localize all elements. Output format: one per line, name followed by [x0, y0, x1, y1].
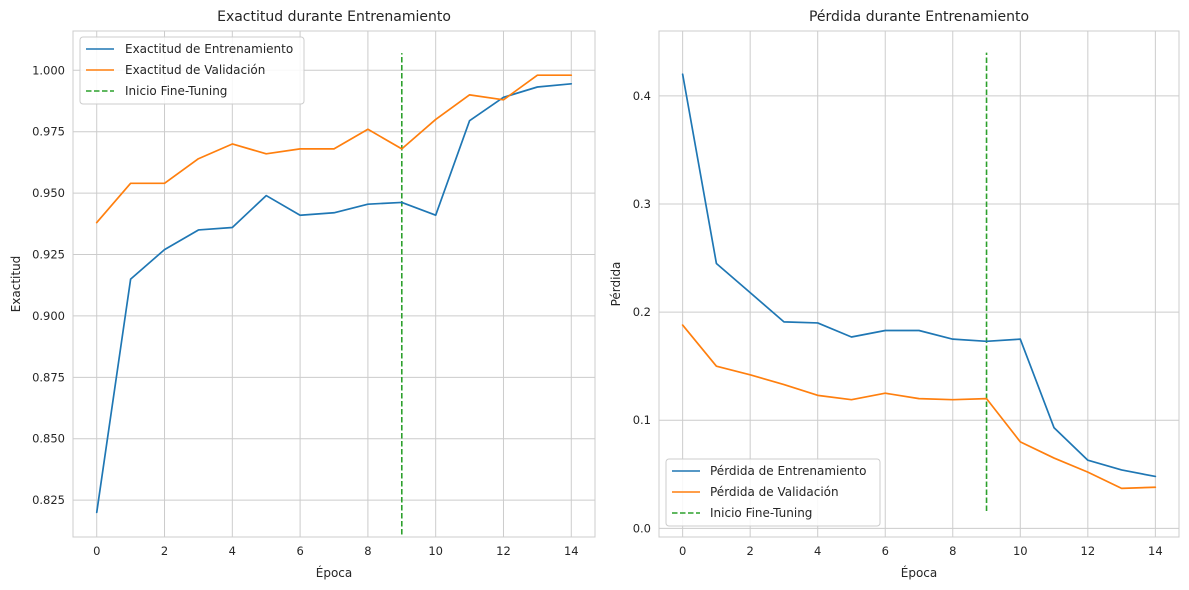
loss-x-tick-label: 12 — [1081, 544, 1096, 558]
loss-chart-title: Pérdida durante Entrenamiento — [809, 9, 1029, 25]
loss-y-tick-label: 0.0 — [633, 521, 651, 535]
accuracy-x-tick-label: 12 — [496, 544, 511, 558]
accuracy-legend-finetune-label: Inicio Fine-Tuning — [125, 84, 227, 98]
accuracy-legend: Exactitud de Entrenamiento Exactitud de … — [79, 36, 305, 105]
accuracy-grid — [73, 31, 595, 537]
loss-x-tick-label: 0 — [679, 544, 686, 558]
loss-y-tick-label: 0.1 — [633, 413, 651, 427]
loss-validation-line — [681, 324, 1157, 490]
loss-x-tick-label: 2 — [747, 544, 754, 558]
loss-x-tick-label: 14 — [1148, 544, 1163, 558]
accuracy-x-tick-label: 4 — [229, 544, 236, 558]
loss-x-tick-label: 6 — [882, 544, 889, 558]
loss-x-tick-label: 8 — [949, 544, 956, 558]
loss-y-tick-label: 0.4 — [633, 89, 651, 103]
loss-x-axis-label: Época — [901, 565, 938, 580]
accuracy-y-tick-label: 1.000 — [32, 63, 65, 77]
accuracy-x-tick-label: 14 — [564, 544, 579, 558]
accuracy-y-axis-label: Exactitud — [9, 256, 23, 313]
accuracy-legend-train-label: Exactitud de Entrenamiento — [125, 42, 293, 56]
accuracy-y-tick-label: 0.950 — [32, 186, 65, 200]
accuracy-x-tick-label: 2 — [161, 544, 168, 558]
loss-training-line — [681, 73, 1157, 478]
accuracy-legend-box — [79, 36, 305, 105]
accuracy-validation-line — [95, 74, 573, 224]
loss-x-tick-labels: 0 2 4 6 8 10 12 14 — [679, 544, 1163, 558]
loss-plot-area — [658, 30, 1180, 538]
loss-legend: Pérdida de Entrenamiento Pérdida de Vali… — [665, 458, 881, 527]
loss-y-tick-label: 0.2 — [633, 305, 651, 319]
accuracy-chart: 0 2 4 6 8 10 12 14 0.825 0.850 0.875 0.900 0.925 0.9… — [9, 9, 596, 580]
accuracy-x-tick-label: 0 — [93, 544, 100, 558]
loss-chart: 0 2 4 6 8 10 12 14 0.0 0.1 0.2 0.3 0.4 Pérdida dura… — [609, 9, 1180, 580]
accuracy-x-axis-label: Época — [316, 565, 353, 580]
accuracy-training-line — [95, 82, 573, 514]
accuracy-x-tick-label: 6 — [296, 544, 303, 558]
accuracy-y-tick-labels: 0.825 0.850 0.875 0.900 0.925 0.950 0.975 1.000 — [32, 63, 65, 507]
loss-y-axis-label: Pérdida — [609, 262, 623, 307]
accuracy-plot-area — [72, 30, 596, 538]
accuracy-series — [95, 74, 573, 514]
loss-legend-train-label: Pérdida de Entrenamiento — [710, 464, 866, 478]
accuracy-y-tick-label: 0.850 — [32, 432, 65, 446]
loss-series — [681, 73, 1157, 490]
loss-legend-box — [665, 458, 881, 527]
loss-y-tick-labels: 0.0 0.1 0.2 0.3 0.4 — [633, 89, 651, 535]
accuracy-y-tick-label: 0.825 — [32, 493, 65, 507]
loss-legend-finetune-label: Inicio Fine-Tuning — [710, 506, 812, 520]
accuracy-x-tick-labels: 0 2 4 6 8 10 12 14 — [93, 544, 579, 558]
accuracy-y-tick-label: 0.900 — [32, 309, 65, 323]
accuracy-y-tick-label: 0.975 — [32, 125, 65, 139]
loss-grid — [659, 31, 1179, 537]
loss-legend-val-label: Pérdida de Validación — [710, 485, 839, 499]
loss-x-tick-label: 4 — [814, 544, 821, 558]
accuracy-x-tick-label: 8 — [364, 544, 371, 558]
accuracy-legend-val-label: Exactitud de Validación — [125, 63, 265, 77]
accuracy-chart-title: Exactitud durante Entrenamiento — [217, 9, 451, 25]
accuracy-y-tick-label: 0.925 — [32, 248, 65, 262]
accuracy-x-tick-label: 10 — [428, 544, 443, 558]
accuracy-y-tick-label: 0.875 — [32, 370, 65, 384]
loss-y-tick-label: 0.3 — [633, 197, 651, 211]
loss-x-tick-label: 10 — [1013, 544, 1028, 558]
